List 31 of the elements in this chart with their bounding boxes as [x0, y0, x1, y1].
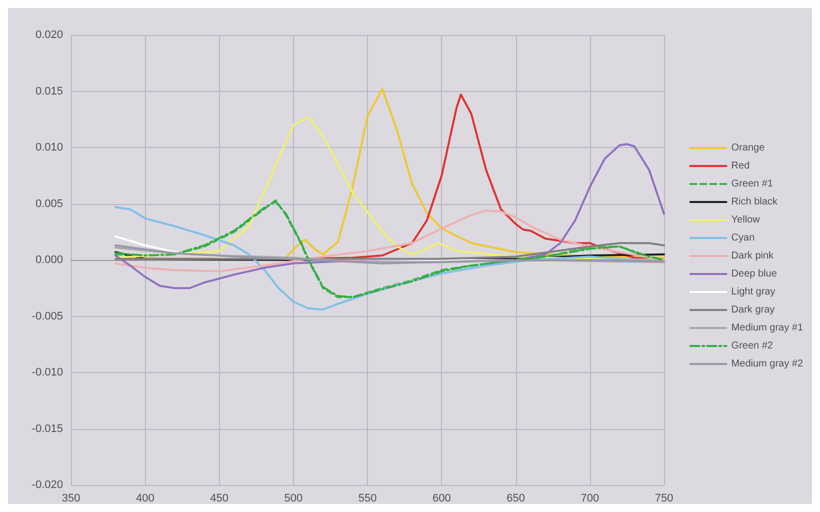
y-tick-label: 0.000	[35, 254, 63, 266]
legend-label: Dark gray	[731, 304, 775, 316]
x-tick-label: 650	[506, 492, 525, 504]
x-tick-label: 600	[432, 492, 451, 504]
legend-label: Red	[731, 160, 750, 172]
x-tick-label: 750	[654, 492, 674, 504]
y-tick-label: -0.015	[32, 422, 63, 435]
legend-label: Medium gray #2	[731, 358, 804, 370]
x-tick-label: 700	[580, 492, 600, 504]
y-tick-label: 0.005	[35, 198, 63, 210]
legend-label: Medium gray #1	[731, 322, 804, 334]
legend-label: Orange	[731, 142, 766, 154]
y-tick-label: 0.020	[35, 29, 63, 41]
y-tick-label: -0.020	[32, 479, 63, 491]
x-tick-label: 400	[136, 492, 154, 504]
x-tick-label: 450	[210, 492, 228, 504]
legend-label: Green #1	[731, 178, 774, 190]
y-tick-label: -0.010	[32, 366, 63, 378]
legend-label: Light gray	[731, 286, 776, 298]
y-tick-label: 0.010	[35, 142, 63, 154]
legend-label: Deep blue	[731, 268, 778, 280]
y-tick-label: -0.005	[32, 310, 63, 322]
legend-label: Green #2	[731, 340, 774, 352]
legend-label: Yellow	[731, 214, 761, 226]
legend-label: Rich black	[731, 196, 778, 208]
legend-label: Cyan	[731, 232, 755, 244]
x-tick-label: 550	[358, 492, 377, 504]
x-tick-label: 350	[62, 492, 80, 504]
x-tick-label: 500	[284, 492, 303, 504]
legend-label: Dark pink	[731, 250, 775, 262]
y-tick-label: 0.015	[35, 85, 63, 98]
